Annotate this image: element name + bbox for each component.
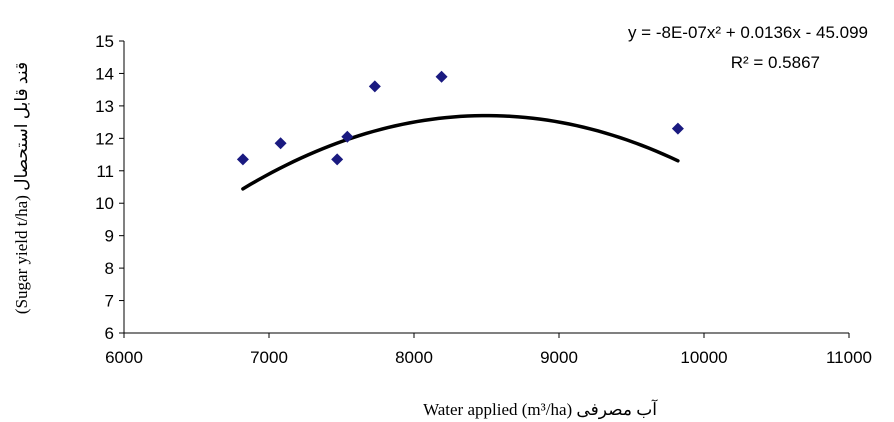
x-tick-label: 9000: [540, 348, 578, 367]
y-tick-label: 11: [96, 162, 114, 181]
y-axis-title: (Sugar yield t/ha) قند قابل استحصال: [12, 62, 31, 314]
labels: y = -8E-07x² + 0.0136x - 45.099 R² = 0.5…: [12, 23, 868, 420]
data-points: [236, 70, 684, 166]
data-point: [236, 153, 249, 166]
y-tick-label: 7: [105, 292, 114, 311]
data-point: [435, 70, 448, 83]
trendline-curve: [241, 113, 680, 191]
y-tick-label: 15: [95, 32, 114, 51]
trendline-layer: [241, 113, 680, 191]
y-tick-label: 12: [95, 129, 114, 148]
data-point: [368, 80, 381, 93]
x-axis-title: Water applied (m³/ha) آب مصرفی: [423, 398, 658, 420]
y-tick-label: 13: [95, 97, 114, 116]
data-point: [274, 137, 287, 150]
axes: 6 7 8 9 10 11 12 13 14 15 6000 7000 8000 9000 10000 110…: [95, 32, 872, 367]
data-point: [331, 153, 344, 166]
y-tick-label: 6: [105, 324, 114, 343]
x-tick-label: 8000: [395, 348, 433, 367]
trendline-equation: y = -8E-07x² + 0.0136x - 45.099: [628, 23, 868, 42]
r-squared-label: R² = 0.5867: [731, 53, 820, 72]
y-tick-label: 14: [95, 64, 114, 83]
y-tick-label: 10: [95, 194, 114, 213]
y-tick-label: 8: [105, 259, 114, 278]
data-point: [671, 122, 684, 135]
x-tick-label: 10000: [680, 348, 727, 367]
x-tick-label: 6000: [105, 348, 143, 367]
data-point: [341, 130, 354, 143]
x-tick-label: 7000: [250, 348, 288, 367]
y-tick-label: 9: [105, 227, 114, 246]
x-tick-label: 11000: [826, 348, 872, 367]
